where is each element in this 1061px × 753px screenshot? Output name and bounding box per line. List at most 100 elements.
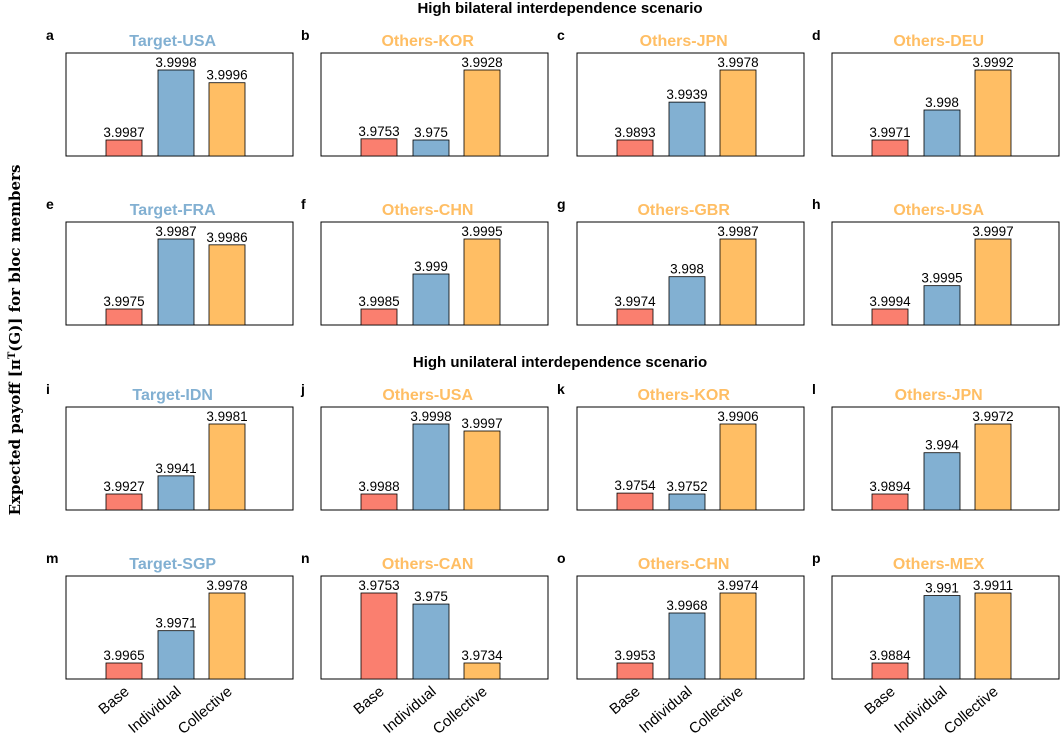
x-tick-label: Individual: [636, 683, 695, 737]
panel-letter: m: [46, 550, 58, 566]
data-label: 3.9884: [869, 648, 911, 663]
bar-individual: [157, 69, 195, 157]
data-label: 3.975: [414, 589, 448, 604]
panel-title: Others-DEU: [893, 33, 984, 50]
bar-base: [871, 493, 909, 511]
panel-title: Others-USA: [893, 202, 984, 219]
panel-b: b Others-KOR 3.9753 3.975 3.9928: [301, 27, 549, 157]
data-label: 3.975: [414, 125, 448, 140]
data-label: 3.9987: [155, 224, 196, 239]
bar-collective: [208, 423, 246, 511]
panel-title: Others-CAN: [382, 556, 474, 573]
axes-frame: [320, 52, 549, 157]
data-label: 3.9995: [921, 271, 962, 286]
x-tick-label: Base: [861, 683, 898, 718]
panel-letter: k: [557, 381, 565, 397]
bar-individual: [923, 285, 961, 326]
bar-individual: [157, 630, 195, 680]
bar-base: [616, 492, 654, 511]
data-label: 3.9893: [614, 125, 655, 140]
x-tick-label: Base: [95, 683, 132, 718]
panel-title: Others-KOR: [381, 33, 474, 50]
bar-individual: [668, 493, 706, 511]
bar-collective: [208, 82, 246, 157]
bar-base: [616, 662, 654, 680]
data-label: 3.9986: [206, 230, 247, 245]
bar-base: [871, 139, 909, 157]
x-tick-label: Individual: [125, 683, 184, 737]
data-label: 3.994: [925, 438, 959, 453]
panels-group: High bilateral interdependence scenario a…: [46, 0, 1060, 738]
bar-base: [871, 662, 909, 680]
panel-d: d Others-DEU 3.9971 3.998 3.9992: [812, 27, 1060, 157]
bar-base: [105, 493, 143, 511]
data-label: 3.9974: [614, 294, 656, 309]
bar-collective: [719, 423, 757, 511]
panel-m: m Target-SGP 3.9965 3.9971 3.9978 BaseIndivid…: [46, 550, 294, 738]
panel-p: p Others-MEX 3.9884 3.991 3.9911 BaseIndividu…: [812, 550, 1060, 738]
axes-frame: [576, 406, 805, 511]
panel-o: o Others-CHN 3.9953 3.9968 3.9974 BaseIndivid…: [557, 550, 805, 738]
data-label: 3.9987: [717, 224, 758, 239]
panel-title: Others-MEX: [893, 556, 985, 573]
panel-letter: b: [301, 27, 310, 43]
bar-individual: [923, 595, 961, 680]
data-label: 3.9995: [461, 224, 502, 239]
panel-letter: h: [812, 196, 821, 212]
data-label: 3.9927: [103, 479, 144, 494]
panel-letter: l: [812, 381, 816, 397]
bar-individual: [157, 238, 195, 326]
bar-individual: [668, 276, 706, 326]
bar-individual: [923, 109, 961, 157]
bar-individual: [412, 423, 450, 511]
data-label: 3.9975: [103, 294, 144, 309]
data-label: 3.9997: [972, 224, 1013, 239]
data-label: 3.9753: [358, 124, 399, 139]
data-label: 3.9968: [666, 598, 707, 613]
data-label: 3.9992: [972, 55, 1013, 70]
bar-collective: [463, 69, 501, 157]
panel-k: k Others-KOR 3.9754 3.9752 3.9906: [557, 381, 805, 511]
data-label: 3.9978: [717, 55, 758, 70]
panel-letter: f: [301, 196, 306, 212]
data-label: 3.9752: [666, 479, 707, 494]
data-label: 3.991: [925, 581, 959, 596]
bar-base: [360, 308, 398, 326]
bar-base: [616, 308, 654, 326]
panel-title: Others-USA: [382, 387, 473, 404]
bar-base: [871, 308, 909, 326]
panel-title: Target-IDN: [132, 387, 213, 404]
panel-title: Target-SGP: [129, 556, 216, 573]
data-label: 3.9928: [461, 55, 502, 70]
y-axis-label: Expected payoff [πT(G)] for bloc members: [6, 165, 24, 516]
bar-individual: [157, 475, 195, 511]
bar-base: [105, 139, 143, 157]
bar-collective: [463, 430, 501, 511]
data-label: 3.998: [670, 262, 704, 277]
data-label: 3.9985: [358, 294, 399, 309]
bar-collective: [974, 592, 1012, 680]
panel-title: Others-JPN: [895, 387, 983, 404]
section-title: High unilateral interdependence scenario: [413, 354, 707, 371]
bar-base: [360, 138, 398, 157]
panel-letter: g: [557, 196, 566, 212]
panel-g: g Others-GBR 3.9974 3.998 3.9987: [557, 196, 805, 326]
panel-letter: j: [300, 381, 305, 397]
panel-letter: n: [301, 550, 310, 566]
bar-collective: [208, 592, 246, 680]
bar-individual: [412, 273, 450, 326]
panel-a: a Target-USA 3.9987 3.9998 3.9996: [46, 27, 294, 157]
panel-c: c Others-JPN 3.9893 3.9939 3.9978: [557, 27, 805, 157]
x-tick-label: Base: [606, 683, 643, 718]
data-label: 3.9754: [614, 478, 656, 493]
panel-title: Others-KOR: [637, 387, 730, 404]
data-label: 3.9994: [869, 294, 911, 309]
x-tick-label: Individual: [380, 683, 439, 737]
data-label: 3.9998: [410, 409, 451, 424]
panel-title: Target-FRA: [130, 202, 216, 219]
x-tick-label: Collective: [941, 683, 1002, 738]
data-label: 3.9734: [461, 648, 503, 663]
bar-collective: [463, 662, 501, 680]
panel-letter: d: [812, 27, 821, 43]
panel-letter: e: [46, 196, 54, 212]
